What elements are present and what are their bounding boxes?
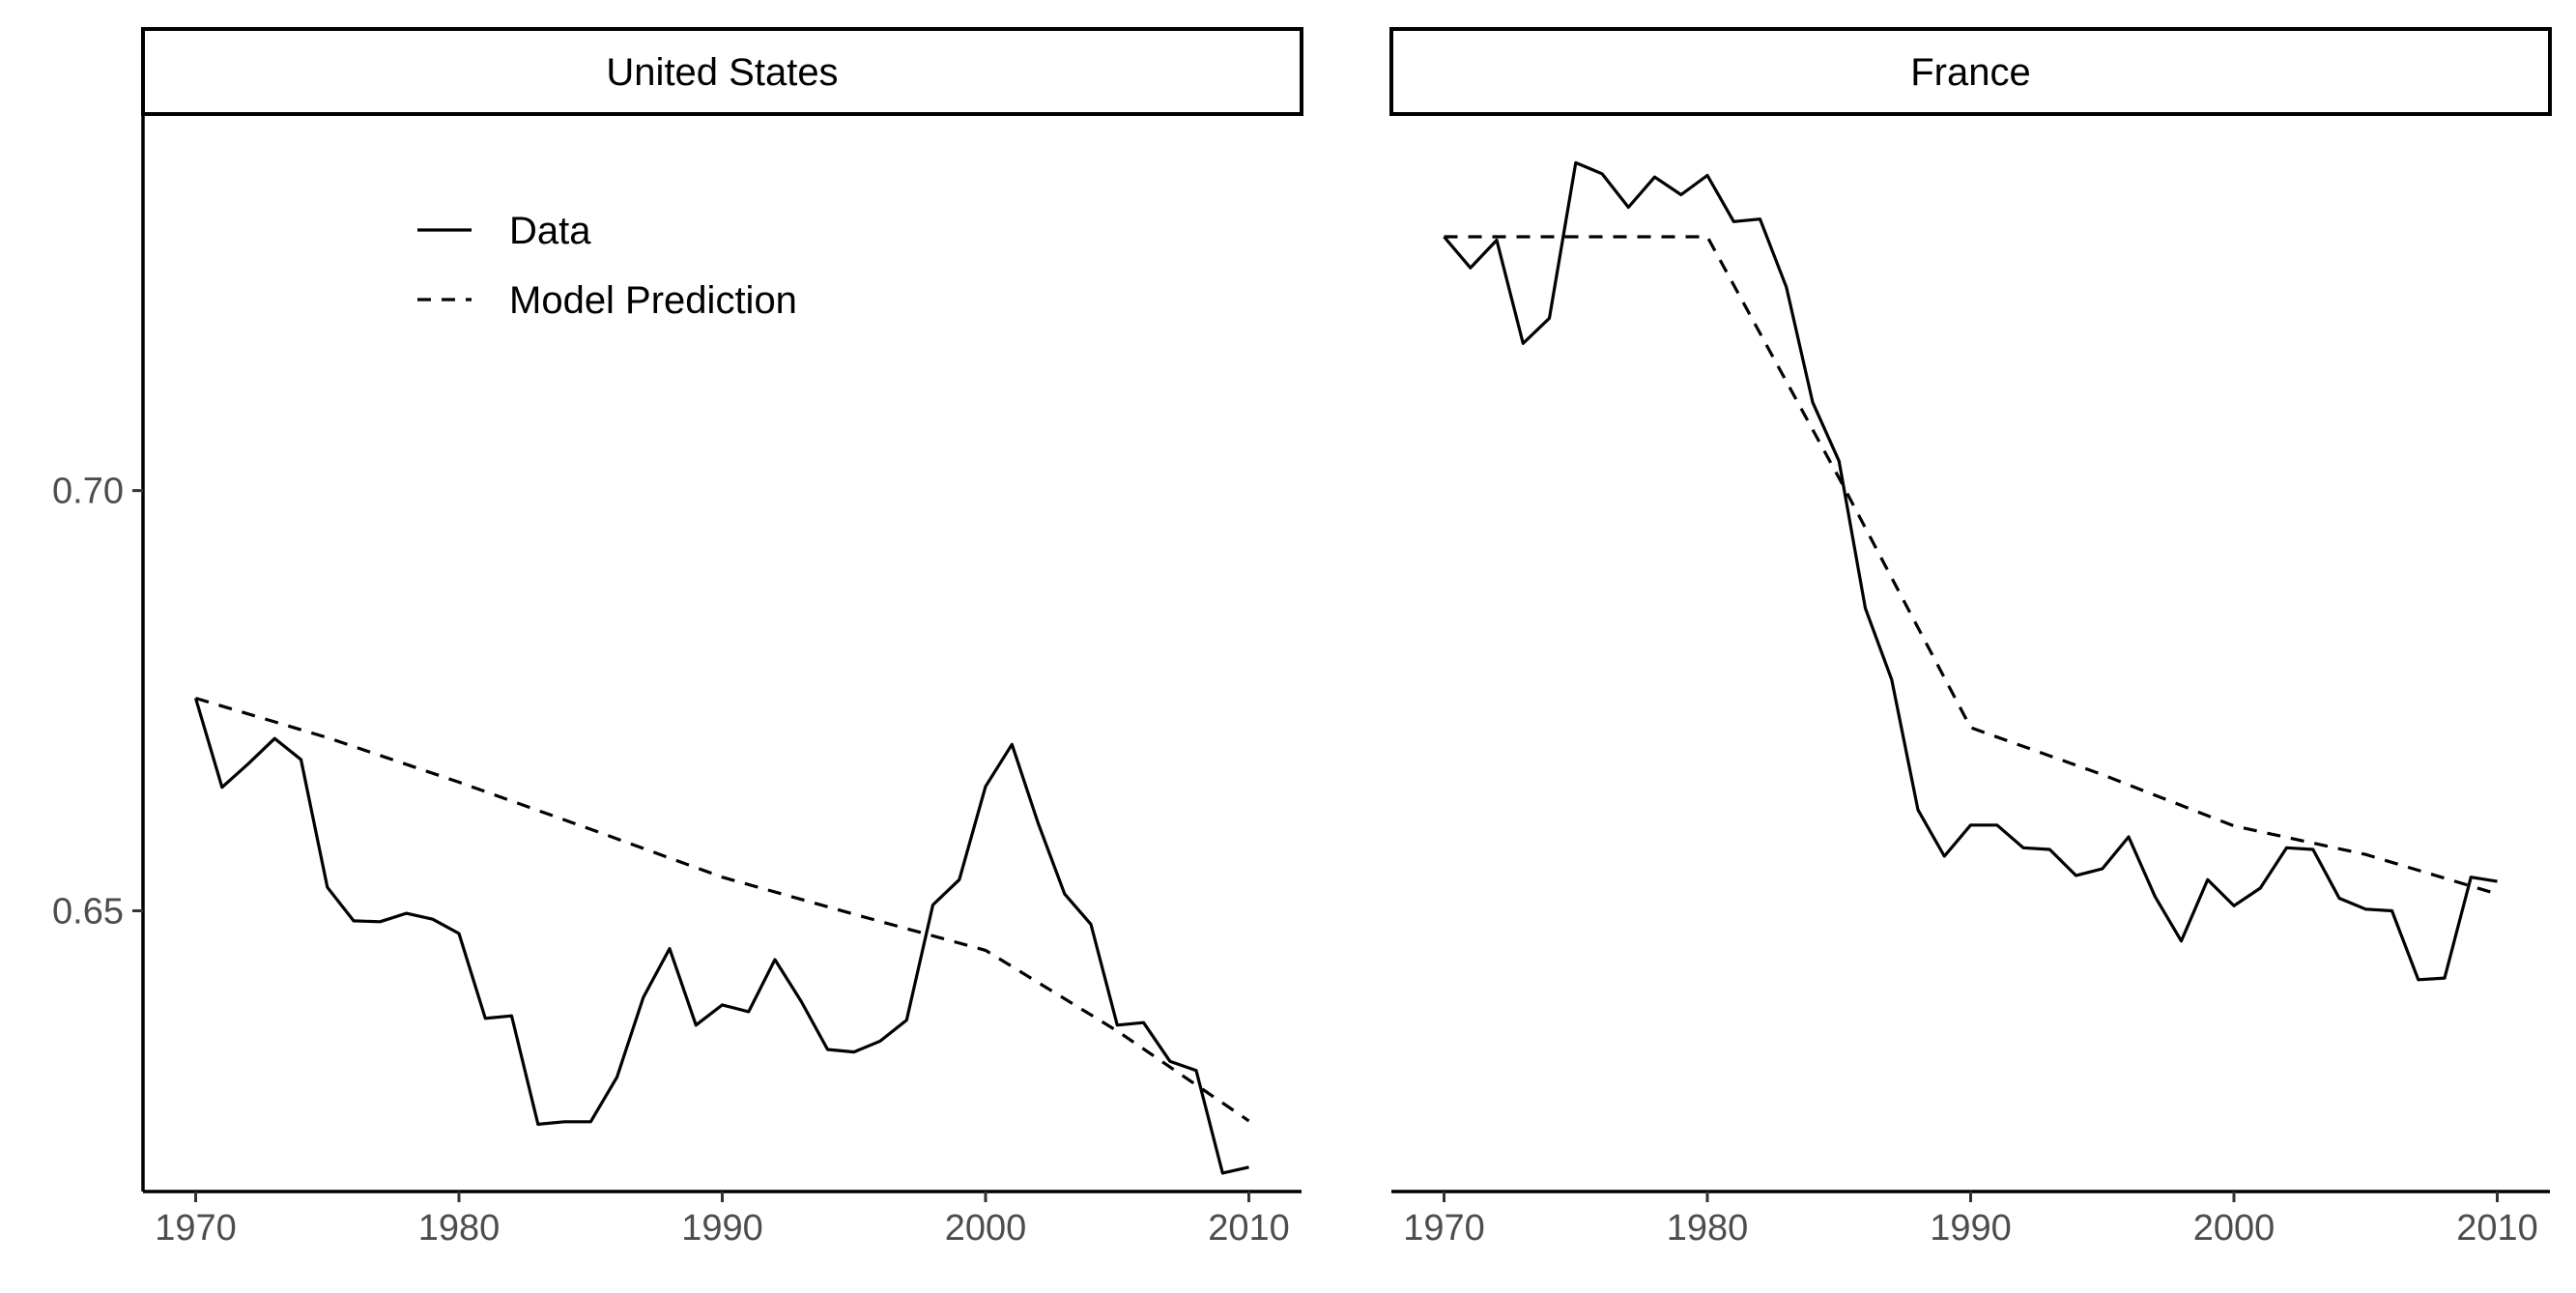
x-tick-label-france-3: 2000 (2193, 1208, 2275, 1249)
series-line-data-united-states (193, 698, 1249, 1175)
facet-strip-united-states (141, 27, 1303, 116)
panel-united-states: United States 0.65 0.70 1970 1980 1990 2000 201… (52, 27, 1303, 1249)
series-line-data-france (1443, 160, 2498, 982)
facet-strip-label-france: France (1910, 51, 2031, 94)
legend-entry-data: Data (417, 210, 591, 252)
series-line-model-prediction-united-states (195, 696, 1250, 1123)
y-tick-label-united-states-0: 0.65 (52, 892, 124, 933)
y-tick-label-united-states-1: 0.70 (52, 472, 124, 512)
panel-france: France 1970 1980 1990 2000 2010 (1389, 27, 2552, 1249)
x-tick-label-united-states-1: 1980 (418, 1208, 501, 1249)
x-tick-label-united-states-3: 2000 (945, 1208, 1027, 1249)
legend-entry-model-prediction: Model Prediction (417, 279, 797, 322)
panels-layer: United States 0.65 0.70 1970 1980 1990 2000 201… (52, 27, 2552, 1249)
facet-strip-label-united-states: United States (606, 51, 838, 94)
facet-strip-france (1389, 27, 2552, 116)
x-tick-label-united-states-4: 2010 (1208, 1208, 1290, 1249)
x-tick-label-united-states-2: 1990 (681, 1208, 763, 1249)
series-line-model-prediction-france (1444, 235, 2498, 896)
legend-label-data: Data (509, 210, 591, 252)
legend-label-model-prediction: Model Prediction (509, 279, 797, 322)
x-tick-label-france-2: 1990 (1930, 1208, 2012, 1249)
x-tick-label-united-states-0: 1970 (155, 1208, 237, 1249)
x-tick-label-france-1: 1980 (1667, 1208, 1749, 1249)
x-tick-label-france-4: 2010 (2456, 1208, 2538, 1249)
legend: Data Model Prediction (417, 210, 797, 322)
x-tick-label-france-0: 1970 (1403, 1208, 1485, 1249)
